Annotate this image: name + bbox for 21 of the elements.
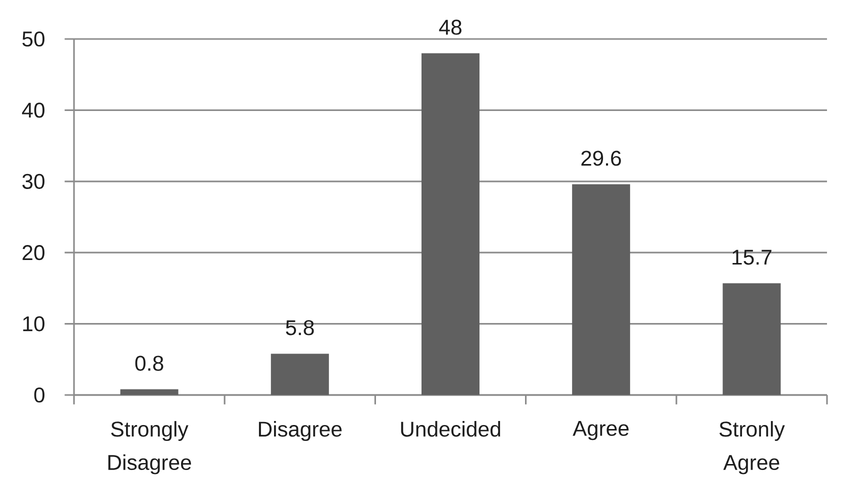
x-tick-label: Agree <box>572 421 629 440</box>
data-label: 29.6 <box>581 150 621 166</box>
y-tick-label: 50 <box>22 31 44 47</box>
x-tick-label: Undecided <box>401 421 500 437</box>
data-label: 48 <box>439 20 462 35</box>
bar <box>722 283 781 395</box>
y-tick-label: 10 <box>23 316 44 332</box>
bar <box>572 184 630 395</box>
bar <box>120 389 178 395</box>
data-label: 15.7 <box>732 250 772 265</box>
y-tick-label: 20 <box>22 245 44 260</box>
y-tick-label: 30 <box>22 174 44 189</box>
data-label: 5.8 <box>286 320 314 336</box>
bar <box>422 53 480 395</box>
bar <box>270 354 329 395</box>
data-label: 0.8 <box>135 356 164 371</box>
y-tick-label: 0 <box>34 387 44 403</box>
x-tick-label: Stronly Agree <box>719 421 785 474</box>
y-tick-label: 40 <box>22 102 44 118</box>
x-tick-label: Strongly Disagree <box>108 421 192 474</box>
x-tick-label: Disagree <box>258 421 342 441</box>
